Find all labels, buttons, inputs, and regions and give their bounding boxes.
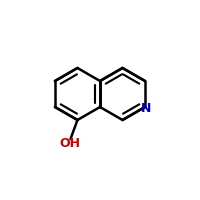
Text: OH: OH [59, 137, 80, 150]
Text: N: N [140, 102, 151, 115]
